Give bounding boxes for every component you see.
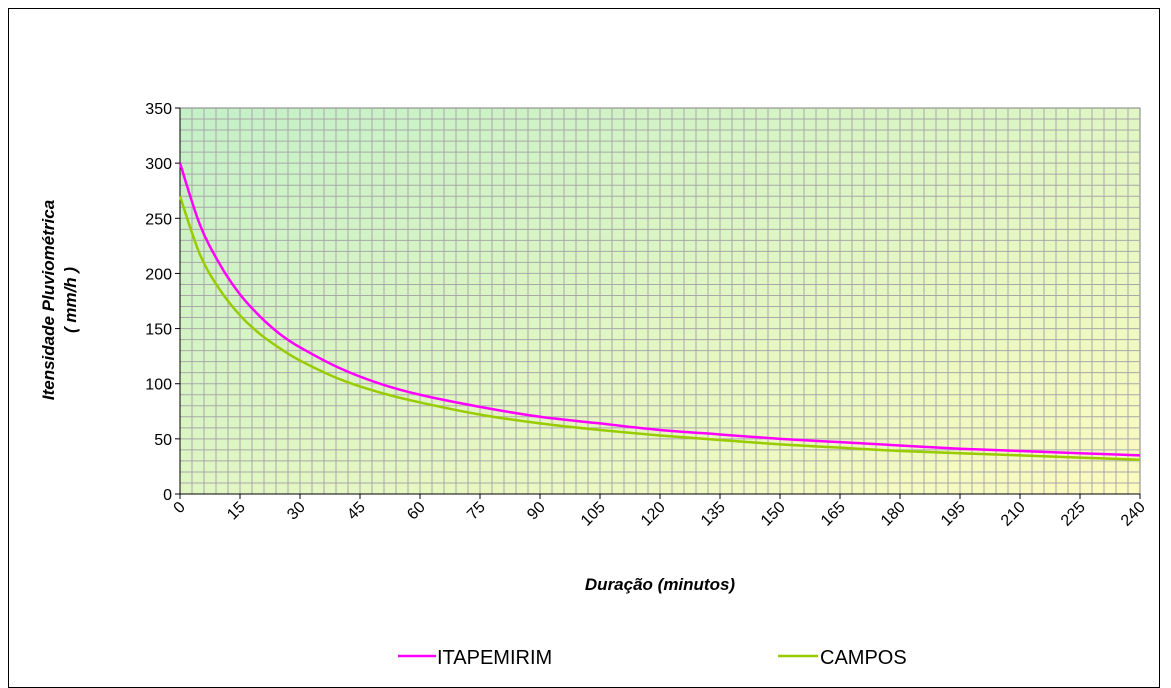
y-tick-label: 250 xyxy=(145,211,172,228)
y-axis-unit: ( mm/h ) xyxy=(61,267,80,333)
series-lines xyxy=(178,162,1141,462)
x-tick-label: 135 xyxy=(698,499,729,530)
y-tick-label: 0 xyxy=(163,487,172,504)
legend: ITAPEMIRIM CAMPOS xyxy=(398,647,907,669)
y-tick-label: 100 xyxy=(145,377,172,394)
x-tick-label: 150 xyxy=(758,499,789,530)
legend-label-itapemirim: ITAPEMIRIM xyxy=(437,647,552,669)
legend-label-campos: CAMPOS xyxy=(820,647,907,669)
x-tick-labels: 0 15 30 45 60 75 90 105 120 135 150 165 180 195 210 225… xyxy=(171,494,1149,530)
y-tick-labels: 0 50 100 150 200 250 300 350 xyxy=(145,101,180,504)
series-line-itapemirim xyxy=(178,162,1141,457)
x-tick-label: 0 xyxy=(171,499,189,517)
x-tick-label: 75 xyxy=(464,499,489,524)
y-tick-label: 350 xyxy=(145,101,172,118)
y-tick-label: 50 xyxy=(154,432,172,449)
x-tick-label: 210 xyxy=(998,499,1029,530)
x-tick-label: 105 xyxy=(578,499,609,530)
y-tick-label: 200 xyxy=(145,266,172,283)
grid-lines xyxy=(180,108,1140,494)
x-tick-label: 45 xyxy=(344,499,369,524)
y-axis-title: Itensidade Pluviométrica xyxy=(39,200,58,400)
x-tick-label: 180 xyxy=(878,499,909,530)
chart-svg: 0 50 100 150 200 250 300 350 0 15 30 45 60 75 90 105 12… xyxy=(39,101,1149,669)
x-tick-label: 195 xyxy=(938,499,969,530)
x-tick-label: 225 xyxy=(1058,499,1089,530)
x-tick-label: 30 xyxy=(284,499,309,524)
x-tick-label: 240 xyxy=(1118,499,1149,530)
y-tick-label: 150 xyxy=(145,322,172,339)
x-axis-title: Duração (minutos) xyxy=(585,575,736,594)
x-tick-label: 15 xyxy=(224,499,249,524)
x-tick-label: 120 xyxy=(638,499,669,530)
y-tick-label: 300 xyxy=(145,156,172,173)
series-line-campos xyxy=(178,195,1141,462)
x-tick-label: 90 xyxy=(524,499,549,524)
x-tick-label: 165 xyxy=(818,499,849,530)
x-tick-label: 60 xyxy=(404,499,429,524)
